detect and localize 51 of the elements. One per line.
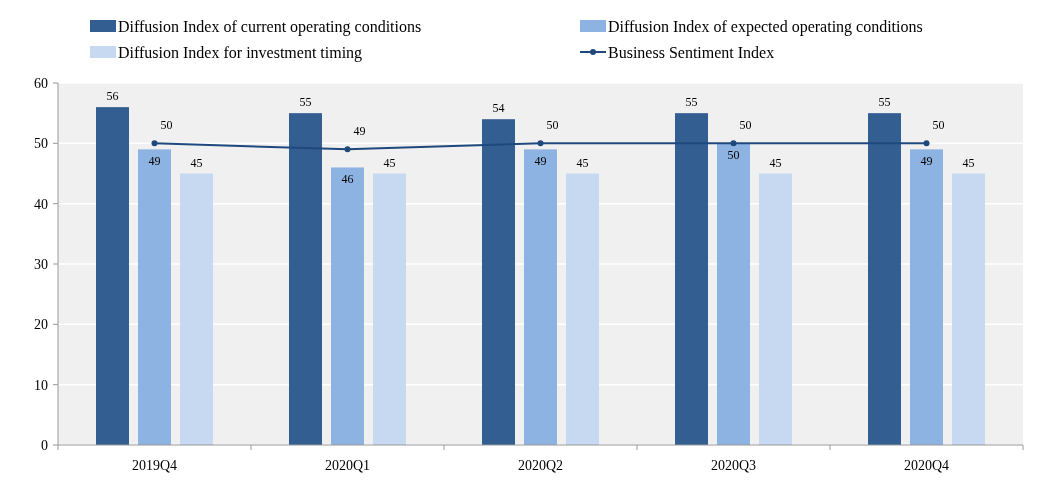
data-label: 45 bbox=[962, 155, 975, 170]
bar bbox=[289, 113, 322, 445]
data-label: 49 bbox=[353, 124, 366, 139]
y-tick-label: 30 bbox=[34, 257, 48, 272]
data-label: 55 bbox=[299, 95, 312, 110]
legend-label: Business Sentiment Index bbox=[608, 44, 775, 61]
bar bbox=[482, 119, 515, 445]
bar bbox=[910, 149, 943, 445]
bar bbox=[331, 167, 364, 445]
bar bbox=[717, 143, 750, 445]
data-label: 50 bbox=[932, 118, 945, 133]
y-tick-label: 50 bbox=[34, 136, 48, 152]
legend-label: Diffusion Index for investment timing bbox=[118, 44, 363, 62]
x-tick-label: 2020Q3 bbox=[710, 458, 757, 473]
bar bbox=[675, 113, 708, 445]
bar bbox=[566, 173, 599, 445]
x-tick-label: 2020Q2 bbox=[517, 458, 564, 473]
data-label: 56 bbox=[106, 89, 119, 104]
bar bbox=[373, 173, 406, 445]
data-label: 55 bbox=[878, 95, 891, 110]
data-label: 50 bbox=[739, 118, 752, 133]
bar bbox=[952, 173, 985, 445]
data-label: 50 bbox=[160, 118, 173, 133]
bar bbox=[759, 173, 792, 445]
y-tick-label: 60 bbox=[34, 76, 48, 91]
bar bbox=[138, 149, 171, 445]
bar bbox=[524, 149, 557, 445]
data-label: 45 bbox=[576, 155, 589, 170]
x-tick-label: 2020Q4 bbox=[903, 458, 950, 473]
data-label: 45 bbox=[769, 155, 782, 170]
data-label: 49 bbox=[148, 154, 161, 169]
x-tick-label: 2019Q4 bbox=[131, 458, 178, 473]
data-label: 55 bbox=[685, 95, 698, 110]
data-label: 45 bbox=[383, 155, 396, 170]
y-tick-label: 20 bbox=[34, 317, 48, 333]
y-tick-label: 10 bbox=[34, 377, 48, 393]
data-label: 49 bbox=[920, 154, 933, 169]
data-label: 49 bbox=[534, 154, 547, 169]
y-tick-label: 40 bbox=[34, 196, 48, 212]
legend-label: Diffusion Index of current operating conditions bbox=[118, 18, 422, 36]
bar bbox=[868, 113, 901, 445]
bar bbox=[180, 173, 213, 445]
data-label: 54 bbox=[492, 101, 505, 116]
data-label: 45 bbox=[190, 155, 203, 170]
data-label: 50 bbox=[546, 118, 559, 133]
bar bbox=[96, 107, 129, 445]
y-tick-label: 0 bbox=[41, 438, 48, 453]
data-label: 46 bbox=[341, 172, 354, 187]
data-label: 50 bbox=[727, 148, 740, 163]
legend-label: Diffusion Index of expected operating conditions bbox=[608, 18, 923, 36]
x-tick-label: 2020Q1 bbox=[324, 458, 371, 473]
